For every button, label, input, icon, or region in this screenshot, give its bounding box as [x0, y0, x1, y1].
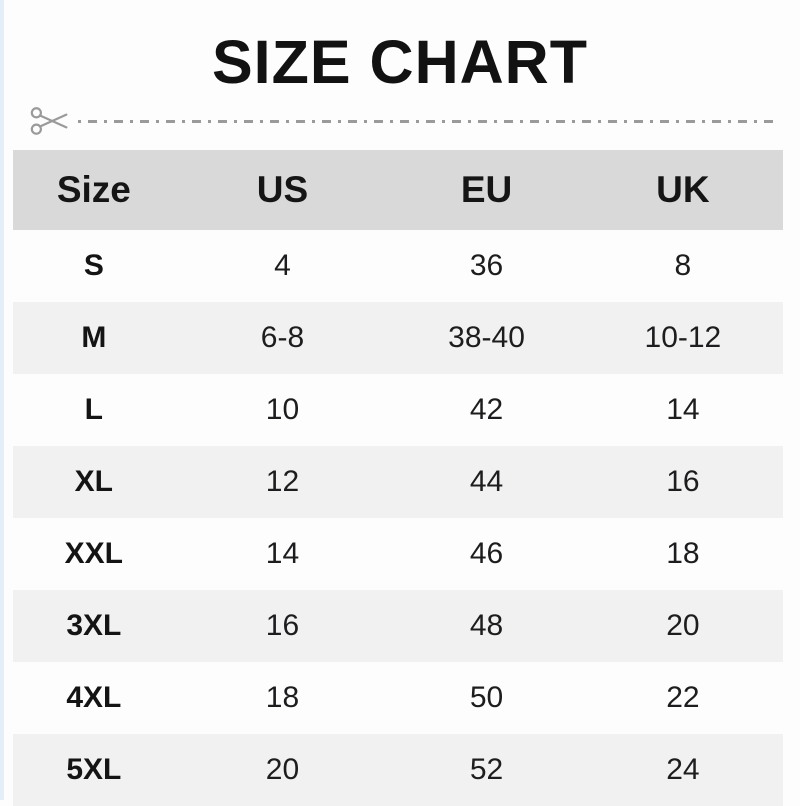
col-header-us: US [174, 150, 391, 230]
col-header-uk: UK [582, 150, 783, 230]
us-cell: 14 [265, 537, 300, 570]
table-row: M 6-8 38-40 10-12 [13, 302, 783, 374]
eu-cell: 38-40 [448, 321, 525, 354]
uk-cell: 10-12 [644, 321, 722, 354]
header-row: Size US EU UK [13, 150, 783, 230]
eu-cell: 52 [469, 753, 504, 786]
size-cell: L [84, 393, 103, 426]
eu-cell: 42 [469, 393, 504, 426]
uk-cell: 20 [666, 609, 700, 642]
eu-cell: 46 [469, 537, 504, 570]
size-cell: M [81, 321, 107, 354]
us-cell: 10 [265, 393, 300, 426]
dashed-cut-line [78, 119, 776, 123]
uk-cell: 24 [666, 753, 700, 786]
cut-here-divider [30, 102, 776, 140]
uk-cell: 8 [674, 249, 692, 282]
size-cell: 3XL [66, 609, 122, 642]
us-cell: 16 [265, 609, 300, 642]
table-row: 4XL 18 50 22 [13, 662, 783, 734]
table-row: XXL 14 46 18 [13, 518, 783, 590]
table-body: S 4 36 8 M 6-8 38-40 10-12 L 10 42 14 XL… [13, 230, 783, 806]
size-cell: S [83, 249, 104, 282]
eu-cell: 48 [469, 609, 504, 642]
uk-cell: 16 [666, 465, 700, 498]
size-cell: XXL [64, 537, 124, 570]
size-cell: 5XL [66, 753, 122, 786]
col-header-eu: EU [390, 150, 583, 230]
us-cell: 20 [265, 753, 300, 786]
uk-cell: 22 [666, 681, 700, 714]
table-row: XL 12 44 16 [13, 446, 783, 518]
us-cell: 6-8 [260, 321, 305, 354]
size-cell: XL [74, 465, 114, 498]
table-row: 3XL 16 48 20 [13, 590, 783, 662]
col-header-size: Size [13, 150, 175, 230]
eu-cell: 36 [469, 249, 504, 282]
table-header: Size US EU UK [13, 150, 783, 230]
scissors-icon [30, 107, 68, 135]
eu-cell: 44 [469, 465, 504, 498]
table-row: 5XL 20 52 24 [13, 734, 783, 806]
size-chart-table: Size US EU UK S 4 36 8 M 6-8 38-40 10-12… [13, 150, 783, 806]
us-cell: 18 [265, 681, 300, 714]
left-edge-strip [0, 0, 4, 800]
us-cell: 12 [265, 465, 300, 498]
uk-cell: 18 [666, 537, 700, 570]
us-cell: 4 [274, 249, 291, 282]
size-cell: 4XL [66, 681, 122, 714]
table-row: S 4 36 8 [13, 230, 783, 302]
uk-cell: 14 [666, 393, 700, 426]
eu-cell: 50 [469, 681, 504, 714]
table-row: L 10 42 14 [13, 374, 783, 446]
page-title: SIZE CHART [212, 28, 588, 96]
